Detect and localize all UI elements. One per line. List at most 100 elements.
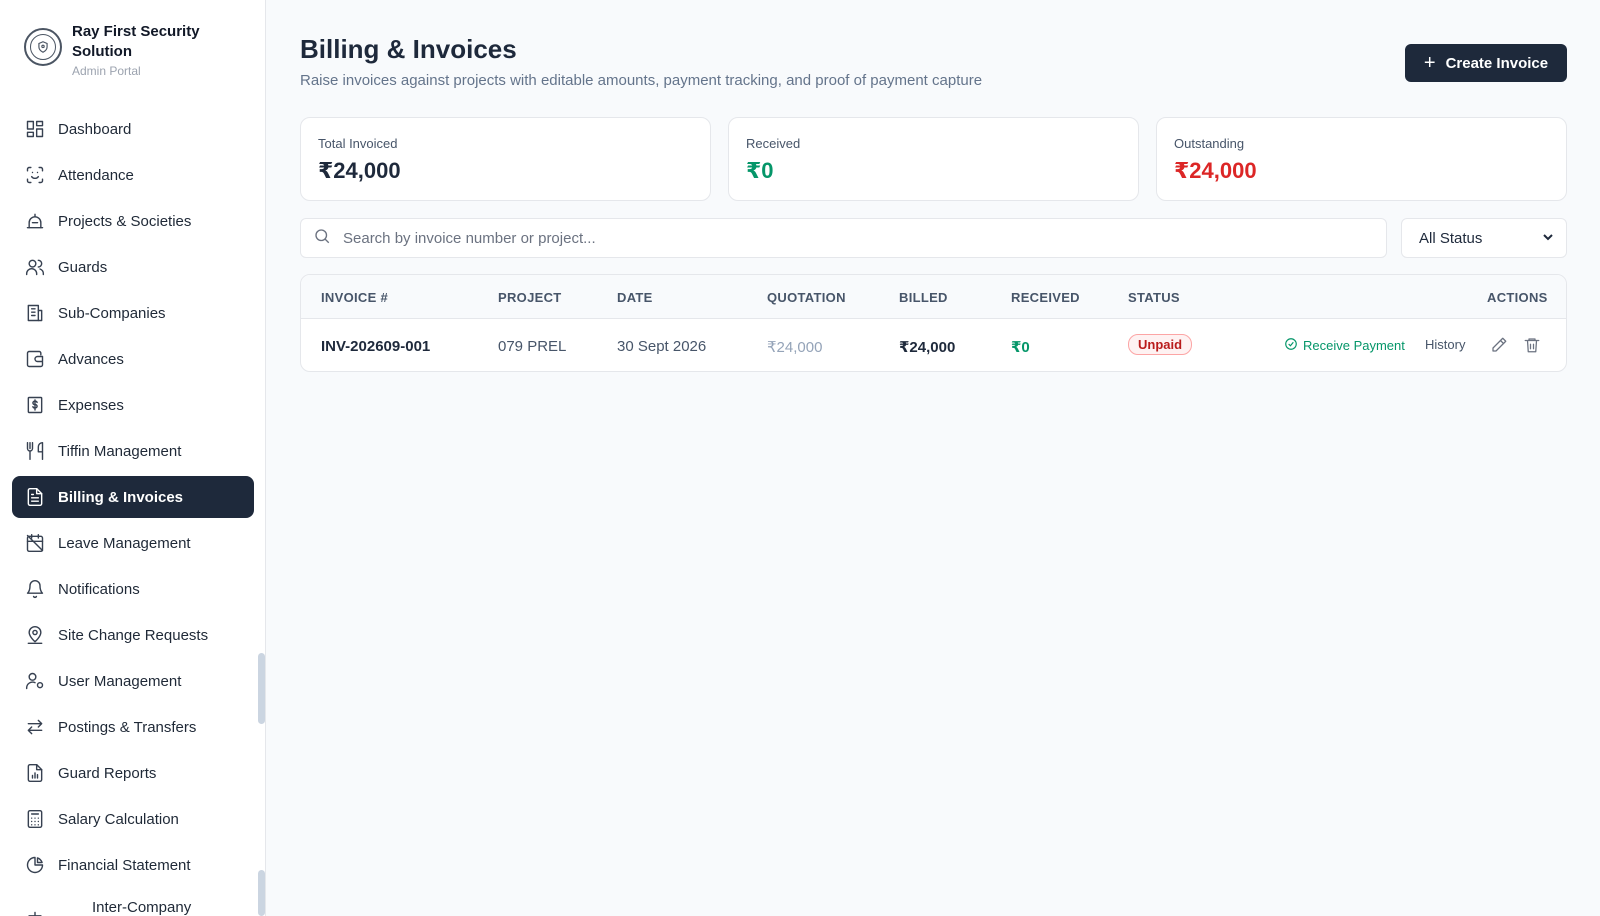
sidebar-item-label: Billing & Invoices <box>58 488 184 506</box>
history-button[interactable]: History <box>1425 337 1466 352</box>
sidebar-item-attendance[interactable]: Attendance <box>12 154 254 196</box>
stat-value: ₹0 <box>746 158 774 183</box>
stat-total-invoiced: Total Invoiced ₹24,000 <box>300 117 711 201</box>
users-icon <box>25 257 45 277</box>
sidebar-item-leave[interactable]: Leave Management <box>12 522 254 564</box>
sidebar-scrollbar[interactable] <box>258 653 265 724</box>
file-chart-icon <box>25 763 45 783</box>
sidebar-item-label: Guards <box>58 258 108 276</box>
cell-received: ₹0 <box>1011 339 1030 356</box>
user-cog-icon <box>25 671 45 691</box>
column-header-project[interactable]: PROJECT <box>498 290 562 305</box>
stat-label: Outstanding <box>1174 136 1245 151</box>
search-bar <box>300 218 1387 258</box>
cell-quotation: ₹24,000 <box>767 339 823 356</box>
table-row[interactable]: INV-202609-001 079 PREL 30 Sept 2026 ₹24… <box>301 319 1566 371</box>
check-circle-icon <box>1284 337 1303 354</box>
file-text-icon <box>25 487 45 507</box>
shield-logo-icon <box>24 28 62 66</box>
plus-icon: + <box>1423 52 1436 74</box>
stat-label: Total Invoiced <box>318 136 398 151</box>
scale-icon <box>25 910 45 916</box>
chevron-down-icon <box>1542 230 1554 247</box>
sidebar-item-dashboard[interactable]: Dashboard <box>12 108 254 150</box>
arrows-transfer-icon <box>25 717 45 737</box>
status-filter-value: All Status <box>1419 229 1483 247</box>
sidebar-item-label: Projects & Societies <box>58 212 192 230</box>
sidebar-item-label: Sub-Companies <box>58 304 166 322</box>
sidebar-item-label: Postings & Transfers <box>58 718 197 736</box>
map-pin-user-icon <box>25 625 45 645</box>
search-icon <box>313 227 331 250</box>
page-title: Billing & Invoices <box>300 34 517 64</box>
sidebar-item-advances[interactable]: Advances <box>12 338 254 380</box>
cell-project: 079 PREL <box>498 338 567 355</box>
sidebar-scrollbar-thumb[interactable] <box>258 870 265 916</box>
column-header-actions: ACTIONS <box>1487 290 1548 305</box>
sidebar-item-label: Guard Reports <box>58 764 157 782</box>
stat-value: ₹24,000 <box>1174 158 1257 183</box>
edit-pencil-icon[interactable] <box>1490 336 1508 354</box>
stat-value: ₹24,000 <box>318 158 401 183</box>
building-icon <box>25 211 45 231</box>
calculator-icon <box>25 809 45 829</box>
sidebar-item-tiffin[interactable]: Tiffin Management <box>12 430 254 472</box>
sidebar-item-label: Financial Statement <box>58 856 191 874</box>
cell-billed: ₹24,000 <box>899 339 956 356</box>
sidebar-nav: Dashboard Attendance Projects & Societie… <box>12 108 254 916</box>
sidebar-item-label: Notifications <box>58 580 140 598</box>
stat-received: Received ₹0 <box>728 117 1139 201</box>
cell-invoice-number[interactable]: INV-202609-001 <box>321 338 431 355</box>
column-header-quotation[interactable]: QUOTATION <box>767 290 846 305</box>
calendar-off-icon <box>25 533 45 553</box>
sidebar-item-label: Site Change Requests <box>58 626 209 644</box>
stat-outstanding: Outstanding ₹24,000 <box>1156 117 1567 201</box>
sidebar-item-label: Inter-Company <box>92 898 192 916</box>
column-header-received[interactable]: RECEIVED <box>1011 290 1080 305</box>
sidebar-item-label: Leave Management <box>58 534 191 552</box>
invoices-table: INVOICE # PROJECT DATE QUOTATION BILLED … <box>300 274 1567 372</box>
search-input[interactable] <box>343 229 1343 247</box>
page-subtitle: Raise invoices against projects with edi… <box>300 72 983 89</box>
wallet-icon <box>25 349 45 369</box>
brand[interactable]: Ray First Security Solution Admin Portal <box>24 22 232 78</box>
sidebar-item-projects[interactable]: Projects & Societies <box>12 200 254 242</box>
sidebar-item-salary[interactable]: Salary Calculation <box>12 798 254 840</box>
table-header: INVOICE # PROJECT DATE QUOTATION BILLED … <box>301 275 1566 319</box>
status-filter-select[interactable]: All Status <box>1401 218 1567 258</box>
column-header-date[interactable]: DATE <box>617 290 653 305</box>
bell-icon <box>25 579 45 599</box>
column-header-billed[interactable]: BILLED <box>899 290 948 305</box>
create-invoice-button[interactable]: + Create Invoice <box>1405 44 1567 82</box>
dashboard-icon <box>25 119 45 139</box>
receive-payment-label: Receive Payment <box>1303 338 1405 353</box>
sidebar-item-guards[interactable]: Guards <box>12 246 254 288</box>
sidebar-item-label: Attendance <box>58 166 134 184</box>
sidebar-item-sub-companies[interactable]: Sub-Companies <box>12 292 254 334</box>
sidebar-item-site-change[interactable]: Site Change Requests <box>12 614 254 656</box>
delete-trash-icon[interactable] <box>1523 336 1541 354</box>
sidebar-item-inter-company[interactable]: Inter-Company <box>12 890 254 916</box>
sidebar-item-guard-reports[interactable]: Guard Reports <box>12 752 254 794</box>
sidebar-item-label: Expenses <box>58 396 124 414</box>
sidebar-item-expenses[interactable]: Expenses <box>12 384 254 426</box>
create-invoice-label: Create Invoice <box>1445 54 1549 72</box>
dollar-receipt-icon <box>25 395 45 415</box>
sidebar-item-postings[interactable]: Postings & Transfers <box>12 706 254 748</box>
receive-payment-button[interactable]: Receive Payment <box>1284 337 1405 354</box>
column-header-invoice[interactable]: INVOICE # <box>321 290 388 305</box>
office-icon <box>25 303 45 323</box>
pie-chart-icon <box>25 855 45 875</box>
sidebar-item-notifications[interactable]: Notifications <box>12 568 254 610</box>
column-header-status[interactable]: STATUS <box>1128 290 1180 305</box>
utensils-icon <box>25 441 45 461</box>
sidebar-item-label: Salary Calculation <box>58 810 179 828</box>
sidebar: Ray First Security Solution Admin Portal… <box>0 0 266 916</box>
sidebar-item-financial[interactable]: Financial Statement <box>12 844 254 886</box>
stat-label: Received <box>746 136 801 151</box>
sidebar-item-label: User Management <box>58 672 182 690</box>
brand-subtitle: Admin Portal <box>72 64 141 78</box>
sidebar-item-user-management[interactable]: User Management <box>12 660 254 702</box>
sidebar-item-billing[interactable]: Billing & Invoices <box>12 476 254 518</box>
face-scan-icon <box>25 165 45 185</box>
